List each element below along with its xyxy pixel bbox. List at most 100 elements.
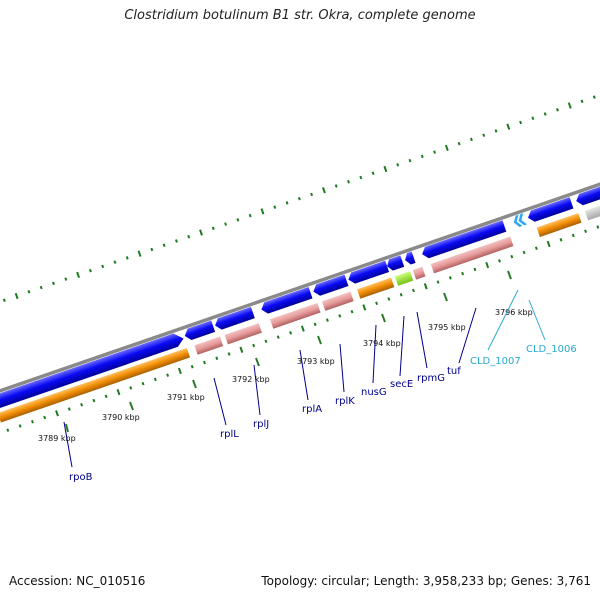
scale-tick-mark [260, 208, 265, 215]
gene-label-cld-1006: CLD_1006 [526, 344, 577, 355]
scale-tick-mark [178, 367, 182, 375]
scale-3790-tick [129, 401, 134, 411]
scale-tick-mark [153, 377, 157, 382]
gene-label-rplA: rplA [302, 404, 322, 415]
rplA-leader [299, 349, 309, 401]
gene-label-rplK: rplK [335, 396, 355, 407]
scale-tick-mark [166, 373, 170, 377]
scale-tick-mark [498, 259, 501, 263]
rpmG-leader [416, 311, 428, 369]
rplL-leader [213, 377, 227, 426]
scale-tick-mark [310, 192, 314, 197]
gene-label-nusG: nusG [361, 387, 387, 398]
accession-text: Accession: NC_010516 [9, 574, 146, 588]
rplJ-arrow [215, 306, 255, 330]
rplK-leader [339, 343, 345, 393]
scale-tick-mark [174, 239, 178, 243]
inner-tick-row [6, 225, 600, 432]
scale-tick-mark [375, 301, 379, 305]
next-gene-arrow [528, 197, 574, 222]
scale-tick-mark [211, 226, 215, 231]
scale-tick-mark [461, 271, 465, 276]
scale-tick-mark [236, 218, 240, 222]
scale-tick-mark [104, 394, 108, 399]
secE-arrow [387, 255, 405, 271]
scale-tick-mark [534, 246, 538, 250]
scale-tick-mark [276, 335, 280, 339]
scale-tick-mark [80, 403, 84, 407]
scale-tick-mark [436, 280, 440, 284]
rpmG-pink-bar [412, 266, 426, 280]
nusG-orange-bar [357, 277, 395, 299]
scale-tick-mark [116, 388, 121, 396]
scale-tick-mark [531, 116, 535, 121]
scale-tick-mark [227, 352, 231, 356]
scale-tick-mark [510, 254, 514, 259]
scale-tick-mark [141, 381, 145, 386]
scale-tick-mark [334, 184, 338, 188]
scale-tick-mark [27, 290, 31, 294]
genome-backbone [0, 167, 600, 399]
gene-label-secE: secE [390, 379, 413, 390]
cld-1007-leader [487, 289, 519, 351]
rplJ-pink-bar [224, 323, 262, 345]
scale-tick-mark [522, 250, 526, 255]
tuf-leader [458, 307, 477, 364]
scale-tick-mark [338, 314, 342, 318]
scale-tick-mark [6, 428, 10, 432]
scale-tick-mark [519, 120, 523, 125]
scale-tick-mark [473, 267, 477, 272]
scale-tick-mark [359, 175, 363, 180]
scale-tick-mark [187, 235, 191, 239]
scale-tick-mark [285, 201, 289, 205]
scale-label-3794: 3794 kbp [363, 339, 401, 348]
scale-tick-mark [596, 225, 600, 229]
rplK-pink-bar [322, 291, 354, 311]
scale-tick-mark [408, 158, 412, 163]
scale-tick-mark [396, 163, 400, 167]
scale-tick-mark [215, 356, 219, 360]
scale-tick-mark [580, 99, 584, 104]
edge-gene-arrow [576, 171, 600, 206]
scale-tick-mark [39, 285, 43, 290]
rplA-arrow [261, 286, 313, 314]
secE-leader [399, 315, 405, 377]
genome-title: Clostridium botulinum B1 str. Okra, comp… [124, 8, 476, 23]
scale-tick-mark [543, 112, 547, 116]
scale-label-3796: 3796 kbp [495, 308, 533, 317]
scale-tick-mark [137, 250, 142, 257]
secE-green-bar [394, 271, 414, 286]
scale-tick-mark [325, 318, 329, 322]
scale-tick-mark [457, 141, 461, 146]
scale-tick-mark [433, 150, 436, 154]
scale-tick-mark [322, 187, 326, 194]
rpoB-arrow [0, 333, 184, 410]
scale-tick-mark [18, 424, 22, 428]
genome-summary-text: Topology: circular; Length: 3,958,233 bp… [261, 574, 591, 588]
scale-tick-mark [125, 256, 129, 260]
scale-tick-mark [67, 407, 71, 411]
gene-label-rpmG: rpmG [417, 373, 445, 384]
scale-tick-mark [224, 222, 228, 226]
scale-tick-mark [567, 102, 572, 109]
scale-tick-mark [556, 108, 559, 112]
scale-tick-mark [252, 343, 256, 348]
rplA-pink-bar [270, 303, 321, 329]
rplJ-leader [253, 364, 261, 416]
scale-tick-mark [420, 154, 424, 159]
scale-3794-tick [381, 313, 386, 323]
scale-label-3793: 3793 kbp [297, 357, 335, 366]
scale-tick-mark [289, 331, 292, 335]
tuf-arrow [422, 220, 507, 259]
scale-tick-mark [92, 398, 96, 403]
scale-tick-mark [239, 346, 244, 353]
scale-3789-tick [65, 423, 69, 433]
scale-tick-mark [399, 293, 403, 297]
scale-tick-mark [485, 261, 490, 269]
scale-tick-mark [387, 297, 391, 301]
scale-tick-mark [264, 339, 268, 344]
gene-label-rpoB: rpoB [69, 472, 93, 483]
scale-tick-mark [52, 281, 55, 286]
rpoB-orange-bar [0, 347, 191, 423]
